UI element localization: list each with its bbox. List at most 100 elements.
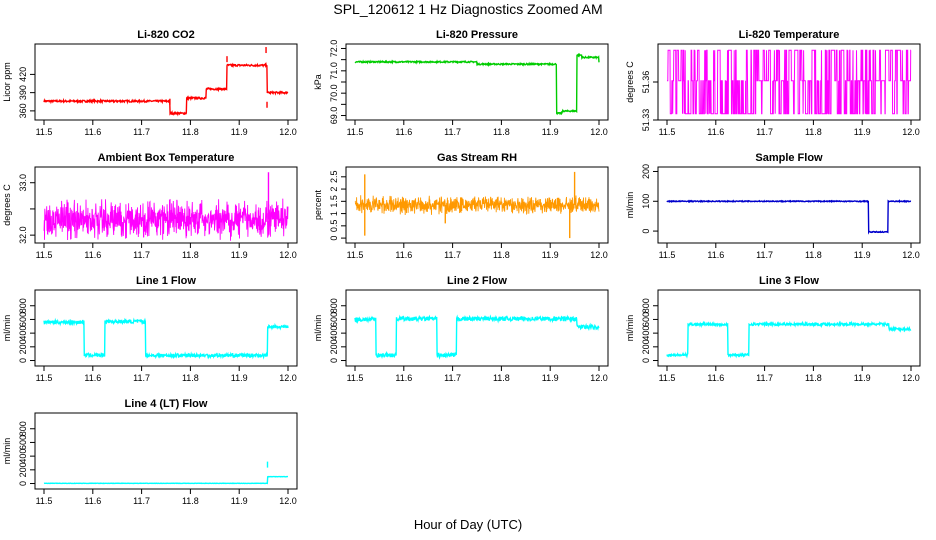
x-tick-label: 11.5 bbox=[347, 373, 364, 383]
panel-title: Ambient Box Temperature bbox=[98, 152, 235, 164]
plot-frame bbox=[34, 43, 298, 121]
y-axis-label: degrees C bbox=[625, 61, 635, 103]
x-tick-label: 11.9 bbox=[542, 373, 559, 383]
x-tick-label: 11.6 bbox=[395, 127, 412, 137]
x-tick-label: 11.8 bbox=[182, 250, 199, 260]
series bbox=[354, 171, 600, 239]
y-tick-label: 51.33 bbox=[641, 109, 651, 132]
y-tick-label: 69.0 bbox=[329, 107, 339, 125]
y-tick-label: 0 bbox=[18, 481, 28, 486]
y-tick-label: 0.5 bbox=[329, 220, 339, 233]
y-tick-label: 800 bbox=[18, 298, 28, 313]
data-line bbox=[43, 61, 289, 117]
x-tick-label: 11.5 bbox=[36, 496, 53, 506]
x-tick-label: 11.9 bbox=[231, 496, 248, 506]
series bbox=[354, 314, 600, 360]
panel-1: Li-820 CO2 Licor ppm 11.5 11.6 11.7 11.8 11.9 1… bbox=[2, 29, 298, 137]
x-tick-label: 12.0 bbox=[279, 127, 297, 137]
x-tick-label: 11.7 bbox=[133, 496, 150, 506]
y-tick-label: 400 bbox=[18, 326, 28, 341]
panel-title: Line 4 (LT) Flow bbox=[125, 398, 208, 410]
x-tick-label: 11.9 bbox=[231, 250, 248, 260]
x-tick-label: 11.9 bbox=[231, 373, 248, 383]
panel-title: Gas Stream RH bbox=[437, 152, 517, 164]
x-tick-label: 11.9 bbox=[231, 127, 248, 137]
y-tick-label: 420 bbox=[18, 67, 28, 82]
y-tick-label: 360 bbox=[18, 103, 28, 118]
plot-frame bbox=[34, 289, 298, 367]
x-tick-label: 12.0 bbox=[590, 373, 608, 383]
data-line bbox=[354, 314, 600, 360]
x-tick-label: 11.5 bbox=[347, 250, 364, 260]
y-tick-label: 70.0 bbox=[329, 84, 339, 102]
panel-2: Li-820 Pressure kPa 11.5 11.6 11.7 11.8 11.9 12… bbox=[313, 29, 609, 137]
series bbox=[43, 317, 289, 360]
y-tick-label: 390 bbox=[18, 85, 28, 100]
x-tick-label: 11.7 bbox=[756, 250, 773, 260]
x-tick-label: 12.0 bbox=[902, 373, 920, 383]
x-tick-label: 11.7 bbox=[444, 373, 461, 383]
data-line bbox=[667, 49, 912, 115]
plot-frame bbox=[345, 43, 609, 121]
y-axis-label: ml/min bbox=[2, 315, 12, 342]
x-tick-label: 11.5 bbox=[659, 373, 676, 383]
x-tick-label: 12.0 bbox=[902, 127, 920, 137]
series bbox=[354, 52, 600, 116]
x-tick-label: 11.6 bbox=[707, 373, 724, 383]
panel-title: Li-820 Pressure bbox=[436, 29, 518, 41]
y-tick-label: 100 bbox=[641, 194, 651, 209]
panel-title: Line 1 Flow bbox=[136, 275, 196, 287]
y-tick-label: 33.0 bbox=[18, 174, 28, 192]
y-tick-label: 800 bbox=[641, 298, 651, 313]
x-tick-label: 11.7 bbox=[756, 373, 773, 383]
y-tick-label: 71.0 bbox=[329, 62, 339, 80]
y-tick-label: 0 bbox=[329, 236, 339, 241]
panel-9: Line 3 Flow ml/min 11.5 11.6 11.7 11.8 11.9 12.… bbox=[625, 275, 921, 383]
panel-title: Li-820 CO2 bbox=[137, 29, 194, 41]
panel-6: Sample Flow ml/min 11.5 11.6 11.7 11.8 11.9 12.… bbox=[625, 152, 921, 260]
data-line bbox=[43, 317, 289, 360]
x-tick-label: 11.6 bbox=[84, 496, 101, 506]
y-tick-label: 72.0 bbox=[329, 40, 339, 58]
x-tick-label: 11.9 bbox=[542, 127, 559, 137]
y-tick-label: 200 bbox=[641, 339, 651, 354]
panel-10: Line 4 (LT) Flow ml/min 11.5 11.6 11.7 11.8 11… bbox=[2, 398, 298, 506]
y-tick-label: 51.36 bbox=[641, 71, 651, 94]
series bbox=[43, 172, 289, 241]
x-tick-label: 12.0 bbox=[902, 250, 920, 260]
x-tick-label: 11.8 bbox=[493, 127, 510, 137]
x-tick-label: 11.9 bbox=[854, 127, 871, 137]
x-tick-label: 11.5 bbox=[36, 127, 53, 137]
y-axis-label: Licor ppm bbox=[2, 62, 12, 102]
y-axis-label: degrees C bbox=[2, 184, 12, 226]
x-tick-label: 11.8 bbox=[805, 127, 822, 137]
y-tick-label: 200 bbox=[329, 339, 339, 354]
y-tick-label: 400 bbox=[329, 326, 339, 341]
y-tick-label: 200 bbox=[18, 462, 28, 477]
y-tick-label: 600 bbox=[641, 312, 651, 327]
y-tick-label: 0 bbox=[18, 358, 28, 363]
series bbox=[667, 49, 912, 115]
x-tick-label: 11.5 bbox=[36, 250, 53, 260]
x-tick-label: 11.8 bbox=[182, 373, 199, 383]
x-tick-label: 11.8 bbox=[182, 127, 199, 137]
y-axis-label: percent bbox=[313, 189, 323, 220]
y-tick-label: 1.5 bbox=[329, 195, 339, 208]
data-line bbox=[666, 320, 912, 359]
x-tick-label: 11.6 bbox=[395, 250, 412, 260]
y-tick-label: 1 bbox=[329, 211, 339, 216]
plot-frame bbox=[657, 166, 921, 244]
x-tick-label: 12.0 bbox=[590, 127, 608, 137]
plot-frame bbox=[345, 289, 609, 367]
panel-8: Line 2 Flow ml/min 11.5 11.6 11.7 11.8 11.9 12.… bbox=[313, 275, 609, 383]
y-tick-label: 32.0 bbox=[18, 226, 28, 244]
panel-3: Li-820 Temperature degrees C 11.5 11.6 11.7 1… bbox=[625, 29, 921, 137]
x-tick-label: 12.0 bbox=[279, 373, 297, 383]
data-line bbox=[43, 475, 288, 485]
x-tick-label: 11.6 bbox=[84, 373, 101, 383]
series bbox=[666, 320, 912, 359]
panel-title: Line 3 Flow bbox=[759, 275, 819, 287]
x-tick-label: 12.0 bbox=[279, 496, 297, 506]
